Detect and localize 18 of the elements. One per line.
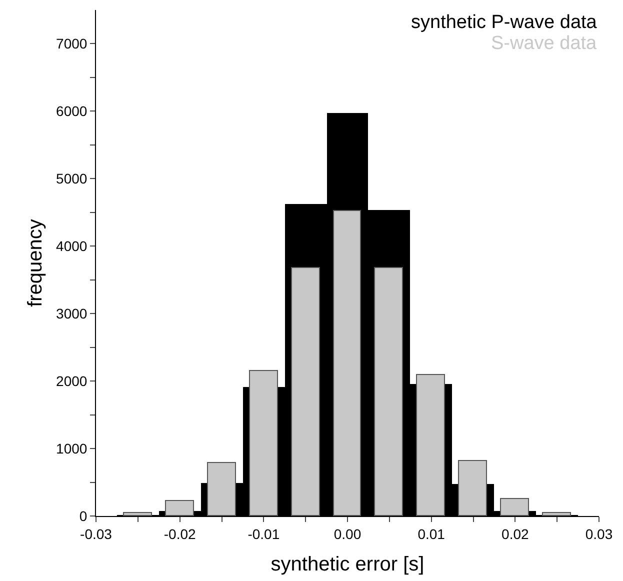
x-tick-label: -0.03 xyxy=(80,526,112,542)
y-tick-label: 2000 xyxy=(56,372,88,389)
y-tick-label: 5000 xyxy=(56,170,88,187)
y-tick-label: 0 xyxy=(79,508,88,524)
y-tick-label: 7000 xyxy=(56,36,88,52)
y-tick-label: 1000 xyxy=(56,440,88,456)
text: synthetic P-wave data xyxy=(411,12,598,33)
x-tick-label: -0.02 xyxy=(164,526,196,542)
y-tick-label: 4000 xyxy=(56,238,88,254)
y-tick-label: 3000 xyxy=(56,306,88,322)
x-tick-label: 0.01 xyxy=(418,526,446,542)
x-tick-label: 0.00 xyxy=(334,526,362,542)
x-tick-label: 0.02 xyxy=(502,526,530,542)
x-axis-title: synthetic error [s] xyxy=(270,553,424,576)
y-axis-title: frequency xyxy=(24,219,47,307)
x-tick-label: 0.03 xyxy=(585,526,613,542)
x-tick-label: -0.01 xyxy=(248,526,280,542)
y-tick-label: 6000 xyxy=(56,103,88,120)
